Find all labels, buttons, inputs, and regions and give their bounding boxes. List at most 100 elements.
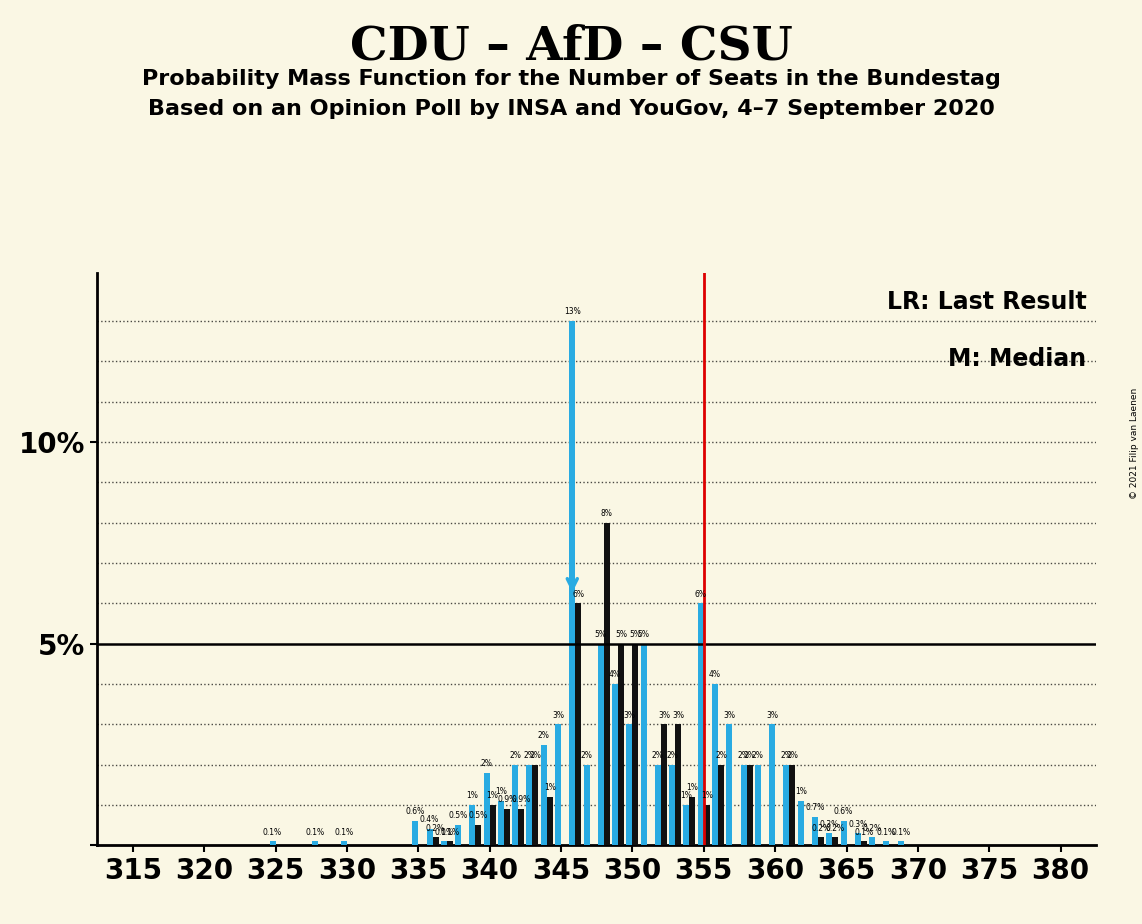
- Text: 0.5%: 0.5%: [468, 811, 488, 821]
- Bar: [512, 765, 518, 845]
- Bar: [312, 842, 319, 845]
- Text: 3%: 3%: [723, 711, 735, 720]
- Bar: [827, 833, 833, 845]
- Bar: [427, 830, 433, 845]
- Bar: [854, 833, 861, 845]
- Text: 2%: 2%: [538, 731, 549, 740]
- Bar: [641, 644, 646, 845]
- Bar: [698, 603, 703, 845]
- Text: © 2021 Filip van Laenen: © 2021 Filip van Laenen: [1129, 388, 1139, 499]
- Text: Probability Mass Function for the Number of Seats in the Bundestag: Probability Mass Function for the Number…: [142, 69, 1000, 90]
- Text: 2%: 2%: [481, 759, 492, 768]
- Text: 1%: 1%: [466, 791, 478, 800]
- Text: 0.6%: 0.6%: [834, 808, 853, 817]
- Text: 0.3%: 0.3%: [849, 820, 868, 829]
- Bar: [518, 809, 524, 845]
- Bar: [883, 842, 890, 845]
- Text: 0.2%: 0.2%: [426, 823, 445, 833]
- Bar: [861, 842, 867, 845]
- Text: 4%: 4%: [609, 670, 621, 679]
- Text: 1%: 1%: [544, 784, 556, 792]
- Bar: [469, 805, 475, 845]
- Text: 6%: 6%: [694, 590, 707, 599]
- Bar: [604, 523, 610, 845]
- Bar: [584, 765, 589, 845]
- Text: 1%: 1%: [686, 784, 699, 792]
- Text: 1%: 1%: [701, 791, 713, 800]
- Bar: [532, 765, 538, 845]
- Bar: [675, 724, 681, 845]
- Text: 2%: 2%: [652, 751, 664, 760]
- Bar: [669, 765, 675, 845]
- Bar: [726, 724, 732, 845]
- Bar: [690, 797, 695, 845]
- Bar: [576, 603, 581, 845]
- Bar: [626, 724, 633, 845]
- Bar: [661, 724, 667, 845]
- Bar: [755, 765, 761, 845]
- Text: 5%: 5%: [629, 630, 642, 638]
- Bar: [490, 805, 496, 845]
- Bar: [498, 801, 504, 845]
- Bar: [833, 837, 838, 845]
- Bar: [898, 842, 903, 845]
- Bar: [441, 842, 447, 845]
- Text: 0.1%: 0.1%: [306, 828, 324, 836]
- Text: 3%: 3%: [673, 711, 684, 720]
- Bar: [504, 809, 509, 845]
- Text: 8%: 8%: [601, 509, 613, 517]
- Text: CDU – AfD – CSU: CDU – AfD – CSU: [349, 23, 793, 69]
- Text: 2%: 2%: [523, 751, 536, 760]
- Text: 2%: 2%: [780, 751, 793, 760]
- Bar: [618, 644, 624, 845]
- Bar: [683, 805, 690, 845]
- Text: 1%: 1%: [494, 787, 507, 796]
- Text: 0.6%: 0.6%: [405, 808, 425, 817]
- Bar: [869, 837, 875, 845]
- Bar: [740, 765, 747, 845]
- Bar: [412, 821, 418, 845]
- Text: 0.1%: 0.1%: [263, 828, 282, 836]
- Text: 2%: 2%: [743, 751, 756, 760]
- Bar: [433, 837, 439, 845]
- Text: 0.1%: 0.1%: [434, 828, 453, 836]
- Text: 0.1%: 0.1%: [877, 828, 895, 836]
- Text: 0.2%: 0.2%: [812, 823, 830, 833]
- Text: 0.1%: 0.1%: [854, 828, 874, 836]
- Text: 3%: 3%: [658, 711, 670, 720]
- Bar: [547, 797, 553, 845]
- Text: 2%: 2%: [666, 751, 678, 760]
- Bar: [769, 724, 775, 845]
- Bar: [447, 842, 452, 845]
- Bar: [818, 837, 823, 845]
- Bar: [718, 765, 724, 845]
- Text: 0.9%: 0.9%: [497, 796, 516, 804]
- Bar: [455, 825, 461, 845]
- Bar: [483, 772, 490, 845]
- Text: M: Median: M: Median: [948, 347, 1086, 371]
- Text: 1%: 1%: [681, 791, 692, 800]
- Text: 2%: 2%: [509, 751, 521, 760]
- Text: 0.2%: 0.2%: [862, 823, 882, 833]
- Bar: [797, 801, 804, 845]
- Text: 0.5%: 0.5%: [449, 811, 468, 821]
- Text: 3%: 3%: [624, 711, 635, 720]
- Bar: [526, 765, 532, 845]
- Text: 5%: 5%: [595, 630, 606, 638]
- Text: 13%: 13%: [564, 307, 580, 316]
- Text: 6%: 6%: [572, 590, 585, 599]
- Text: 2%: 2%: [530, 751, 541, 760]
- Text: 2%: 2%: [580, 751, 593, 760]
- Bar: [569, 321, 576, 845]
- Text: 0.7%: 0.7%: [805, 803, 825, 812]
- Text: 4%: 4%: [709, 670, 721, 679]
- Text: 0.3%: 0.3%: [820, 820, 839, 829]
- Bar: [783, 765, 789, 845]
- Bar: [841, 821, 846, 845]
- Bar: [789, 765, 795, 845]
- Bar: [475, 825, 481, 845]
- Bar: [270, 842, 275, 845]
- Bar: [597, 644, 604, 845]
- Bar: [612, 684, 618, 845]
- Text: 2%: 2%: [751, 751, 764, 760]
